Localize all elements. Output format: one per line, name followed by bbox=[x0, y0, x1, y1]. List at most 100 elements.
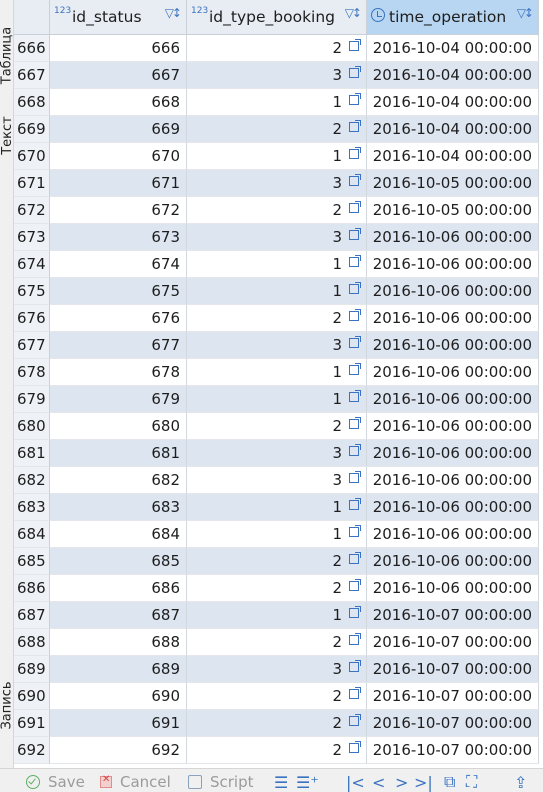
cell-id-status[interactable]: 666 bbox=[50, 35, 187, 62]
table-row[interactable]: 680 680 2 2016-10-06 00:00:00 bbox=[14, 413, 539, 440]
row-number[interactable]: 671 bbox=[14, 170, 50, 197]
foreign-key-link-icon[interactable] bbox=[349, 606, 361, 618]
cell-time-operation[interactable]: 2016-10-07 00:00:00 bbox=[367, 602, 539, 629]
cell-time-operation[interactable]: 2016-10-06 00:00:00 bbox=[367, 467, 539, 494]
row-number[interactable]: 677 bbox=[14, 332, 50, 359]
cell-time-operation[interactable]: 2016-10-04 00:00:00 bbox=[367, 143, 539, 170]
cell-time-operation[interactable]: 2016-10-07 00:00:00 bbox=[367, 737, 539, 764]
foreign-key-link-icon[interactable] bbox=[349, 498, 361, 510]
column-header-id-type-booking[interactable]: 123 id_type_booking ▽↕ bbox=[187, 0, 367, 35]
cell-id-type-booking[interactable]: 2 bbox=[187, 683, 367, 710]
edit-cell-button[interactable]: ☰ bbox=[274, 772, 288, 792]
foreign-key-link-icon[interactable] bbox=[349, 363, 361, 375]
cell-time-operation[interactable]: 2016-10-06 00:00:00 bbox=[367, 494, 539, 521]
foreign-key-link-icon[interactable] bbox=[349, 714, 361, 726]
cell-id-status[interactable]: 678 bbox=[50, 359, 187, 386]
cell-time-operation[interactable]: 2016-10-05 00:00:00 bbox=[367, 197, 539, 224]
row-number[interactable]: 683 bbox=[14, 494, 50, 521]
cell-id-status[interactable]: 688 bbox=[50, 629, 187, 656]
table-row[interactable]: 682 682 3 2016-10-06 00:00:00 bbox=[14, 467, 539, 494]
row-number[interactable]: 674 bbox=[14, 251, 50, 278]
foreign-key-link-icon[interactable] bbox=[349, 309, 361, 321]
cell-id-type-booking[interactable]: 1 bbox=[187, 602, 367, 629]
filter-sort-icon[interactable]: ▽↕ bbox=[164, 6, 182, 20]
add-row-button[interactable]: ☰⁺ bbox=[296, 772, 319, 792]
foreign-key-link-icon[interactable] bbox=[349, 228, 361, 240]
cell-id-type-booking[interactable]: 2 bbox=[187, 548, 367, 575]
row-number[interactable]: 686 bbox=[14, 575, 50, 602]
foreign-key-link-icon[interactable] bbox=[349, 255, 361, 267]
cell-id-status[interactable]: 692 bbox=[50, 737, 187, 764]
row-number[interactable]: 678 bbox=[14, 359, 50, 386]
column-header-time-operation[interactable]: time_operation ▽↕ bbox=[367, 0, 539, 35]
export-button[interactable]: ⇪ bbox=[514, 772, 527, 792]
cell-time-operation[interactable]: 2016-10-07 00:00:00 bbox=[367, 629, 539, 656]
column-header-id-status[interactable]: 123 id_status ▽↕ bbox=[50, 0, 187, 35]
foreign-key-link-icon[interactable] bbox=[349, 471, 361, 483]
foreign-key-link-icon[interactable] bbox=[349, 687, 361, 699]
cell-id-type-booking[interactable]: 2 bbox=[187, 737, 367, 764]
next-page-button[interactable]: > bbox=[395, 772, 408, 792]
table-row[interactable]: 670 670 1 2016-10-04 00:00:00 bbox=[14, 143, 539, 170]
row-number[interactable]: 692 bbox=[14, 737, 50, 764]
row-number[interactable]: 676 bbox=[14, 305, 50, 332]
row-number[interactable]: 667 bbox=[14, 62, 50, 89]
cell-id-status[interactable]: 671 bbox=[50, 170, 187, 197]
cell-id-type-booking[interactable]: 3 bbox=[187, 62, 367, 89]
row-number[interactable]: 668 bbox=[14, 89, 50, 116]
save-button[interactable]: Save bbox=[26, 772, 85, 792]
row-number[interactable]: 691 bbox=[14, 710, 50, 737]
cell-id-type-booking[interactable]: 2 bbox=[187, 413, 367, 440]
foreign-key-link-icon[interactable] bbox=[349, 741, 361, 753]
cell-id-type-booking[interactable]: 1 bbox=[187, 143, 367, 170]
cell-time-operation[interactable]: 2016-10-06 00:00:00 bbox=[367, 224, 539, 251]
row-number[interactable]: 685 bbox=[14, 548, 50, 575]
cell-time-operation[interactable]: 2016-10-04 00:00:00 bbox=[367, 116, 539, 143]
cell-time-operation[interactable]: 2016-10-06 00:00:00 bbox=[367, 548, 539, 575]
foreign-key-link-icon[interactable] bbox=[349, 201, 361, 213]
cell-id-type-booking[interactable]: 1 bbox=[187, 278, 367, 305]
cell-id-type-booking[interactable]: 3 bbox=[187, 170, 367, 197]
table-row[interactable]: 671 671 3 2016-10-05 00:00:00 bbox=[14, 170, 539, 197]
cell-id-type-booking[interactable]: 1 bbox=[187, 386, 367, 413]
cell-id-status[interactable]: 676 bbox=[50, 305, 187, 332]
row-number[interactable]: 680 bbox=[14, 413, 50, 440]
foreign-key-link-icon[interactable] bbox=[349, 39, 361, 51]
foreign-key-link-icon[interactable] bbox=[349, 390, 361, 402]
foreign-key-link-icon[interactable] bbox=[349, 552, 361, 564]
side-tab-table[interactable]: Таблица bbox=[0, 0, 13, 120]
cell-id-type-booking[interactable]: 1 bbox=[187, 251, 367, 278]
foreign-key-link-icon[interactable] bbox=[349, 282, 361, 294]
cell-id-status[interactable]: 680 bbox=[50, 413, 187, 440]
foreign-key-link-icon[interactable] bbox=[349, 336, 361, 348]
row-number[interactable]: 688 bbox=[14, 629, 50, 656]
table-row[interactable]: 668 668 1 2016-10-04 00:00:00 bbox=[14, 89, 539, 116]
fetch-page-button[interactable]: ⧉ bbox=[444, 772, 455, 792]
table-row[interactable]: 676 676 2 2016-10-06 00:00:00 bbox=[14, 305, 539, 332]
cell-id-status[interactable]: 684 bbox=[50, 521, 187, 548]
cell-id-type-booking[interactable]: 3 bbox=[187, 224, 367, 251]
side-tab-record[interactable]: Запись bbox=[0, 650, 13, 760]
cell-id-type-booking[interactable]: 2 bbox=[187, 629, 367, 656]
foreign-key-link-icon[interactable] bbox=[349, 147, 361, 159]
cell-id-type-booking[interactable]: 1 bbox=[187, 521, 367, 548]
last-page-button[interactable]: >| bbox=[414, 772, 433, 792]
row-number[interactable]: 670 bbox=[14, 143, 50, 170]
cell-time-operation[interactable]: 2016-10-04 00:00:00 bbox=[367, 35, 539, 62]
row-number[interactable]: 666 bbox=[14, 35, 50, 62]
cell-id-type-booking[interactable]: 3 bbox=[187, 332, 367, 359]
table-row[interactable]: 689 689 3 2016-10-07 00:00:00 bbox=[14, 656, 539, 683]
foreign-key-link-icon[interactable] bbox=[349, 444, 361, 456]
foreign-key-link-icon[interactable] bbox=[349, 660, 361, 672]
table-row[interactable]: 675 675 1 2016-10-06 00:00:00 bbox=[14, 278, 539, 305]
fetch-all-button[interactable]: ⛶ bbox=[466, 772, 477, 792]
cell-time-operation[interactable]: 2016-10-06 00:00:00 bbox=[367, 332, 539, 359]
cell-time-operation[interactable]: 2016-10-06 00:00:00 bbox=[367, 575, 539, 602]
foreign-key-link-icon[interactable] bbox=[349, 633, 361, 645]
cell-id-status[interactable]: 690 bbox=[50, 683, 187, 710]
row-number[interactable]: 681 bbox=[14, 440, 50, 467]
cell-id-type-booking[interactable]: 2 bbox=[187, 710, 367, 737]
foreign-key-link-icon[interactable] bbox=[349, 417, 361, 429]
cell-id-type-booking[interactable]: 3 bbox=[187, 467, 367, 494]
script-button[interactable]: Script bbox=[188, 772, 254, 792]
